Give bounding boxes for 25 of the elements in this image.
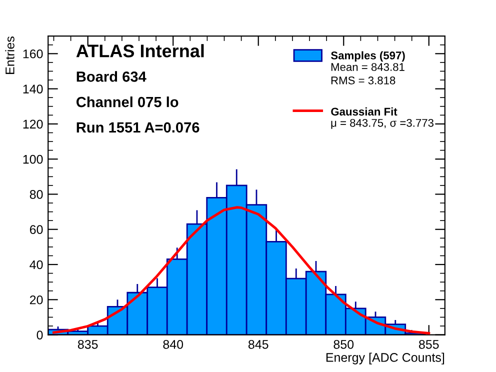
x-tick-label: 835 [78, 340, 98, 349]
annotation: Channel 075 lo [76, 96, 178, 108]
y-tick-label: 120 [23, 120, 43, 129]
annotation: Run 1551 A=0.076 [76, 122, 200, 133]
y-tick-label: 100 [23, 154, 43, 164]
y-tick-label: 0 [36, 330, 43, 340]
legend-label: Samples (597) [330, 51, 405, 62]
annotation: Mean = 843.81 [331, 63, 404, 71]
x-tick-label: 850 [334, 340, 354, 349]
annotation: ATLAS Internal [76, 44, 204, 58]
annotation: μ = 843.75, σ =3.773 [331, 118, 434, 129]
y-tick-label: 40 [30, 260, 43, 270]
x-tick-label: 855 [419, 340, 439, 349]
y-axis-title: Entries [5, 36, 14, 74]
annotation: RMS = 3.818 [331, 76, 396, 84]
x-tick-label: 840 [163, 340, 184, 349]
x-tick-label: 845 [248, 340, 268, 349]
legend-label: Gaussian Fit [331, 107, 398, 116]
y-tick-label: 60 [30, 225, 43, 234]
x-axis-title: Energy [ADC Counts] [326, 352, 444, 364]
y-tick-label: 20 [30, 295, 43, 304]
annotation: Board 634 [76, 71, 146, 82]
y-tick-label: 160 [23, 49, 43, 58]
y-tick-label: 140 [23, 84, 43, 94]
y-tick-label: 80 [30, 190, 43, 199]
